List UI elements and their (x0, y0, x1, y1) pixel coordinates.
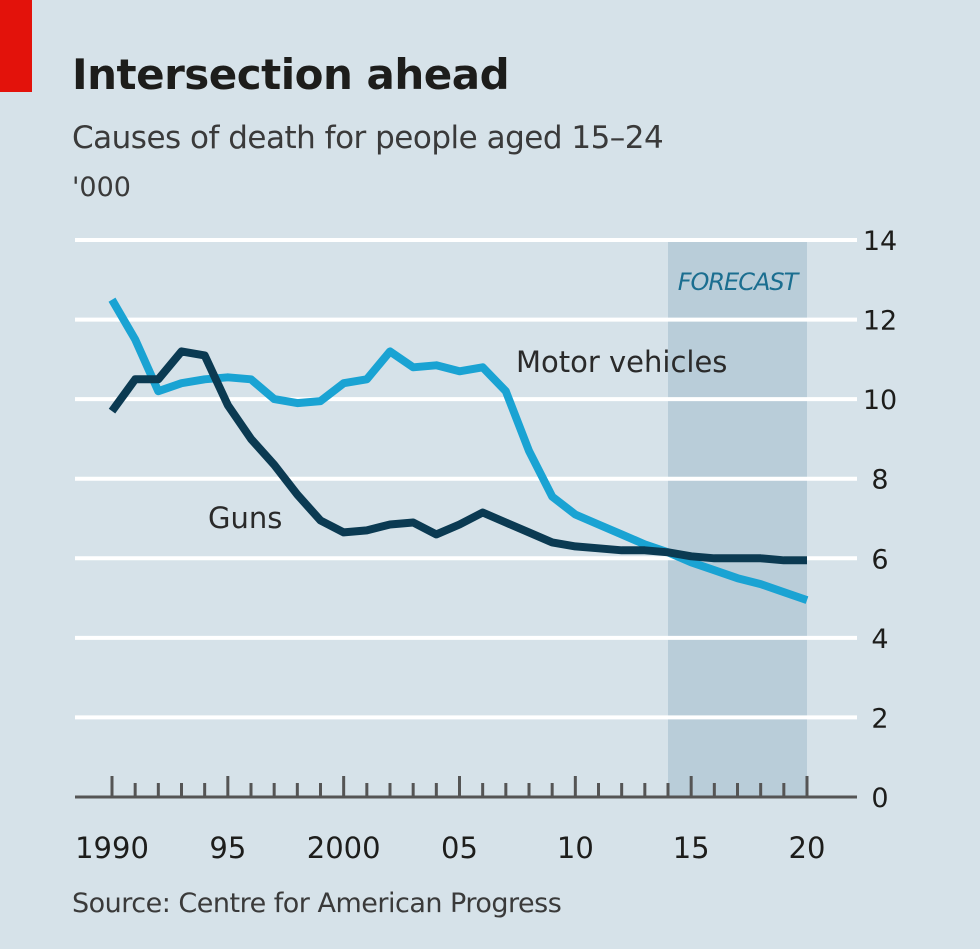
chart-title: Intersection ahead (72, 50, 510, 99)
unit-label: '000 (72, 172, 131, 203)
x-tick-label: 05 (441, 831, 478, 865)
x-tick-label: 1990 (75, 831, 149, 865)
red-accent-tag (0, 0, 32, 92)
y-tick-label: 6 (871, 544, 888, 575)
forecast-band (668, 240, 807, 797)
x-tick-label: 15 (673, 831, 710, 865)
x-tick-label: 2000 (307, 831, 381, 865)
chart-subtitle: Causes of death for people aged 15–24 (72, 120, 664, 156)
y-tick-label: 0 (871, 783, 888, 814)
y-tick-label: 4 (871, 624, 888, 655)
y-tick-label: 12 (863, 306, 897, 337)
y-tick-label: 2 (871, 703, 888, 734)
series-label-guns: Guns (208, 501, 282, 535)
forecast-label: FORECAST (678, 268, 801, 296)
series-label-motor-vehicles: Motor vehicles (516, 345, 727, 379)
source-note: Source: Centre for American Progress (72, 888, 562, 919)
x-tick-label: 20 (789, 831, 826, 865)
x-tick-label: 95 (209, 831, 246, 865)
y-tick-label: 14 (863, 226, 897, 257)
series-line-guns (108, 347, 807, 565)
x-tick-label: 10 (557, 831, 594, 865)
series-line-motor-vehicles (108, 297, 809, 604)
y-tick-label: 8 (871, 465, 888, 496)
y-tick-label: 10 (863, 385, 897, 416)
